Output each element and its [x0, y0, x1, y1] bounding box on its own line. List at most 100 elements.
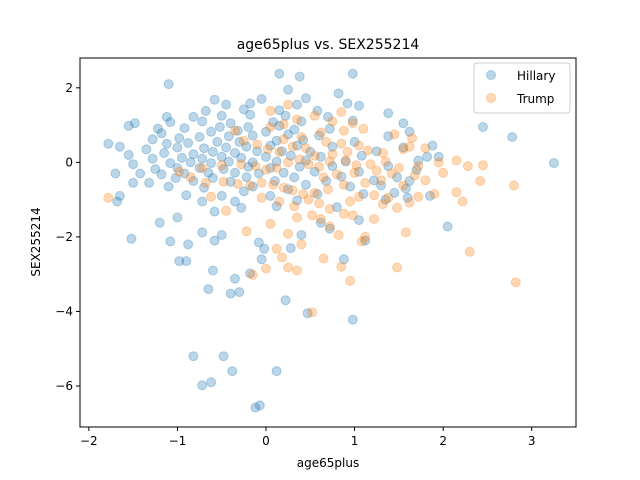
data-point-trump	[307, 210, 318, 221]
data-point-hillary	[400, 183, 411, 194]
data-point-trump	[268, 179, 279, 190]
data-point-hillary	[170, 173, 181, 183]
data-point-trump	[420, 175, 431, 186]
data-point-hillary	[236, 152, 247, 163]
data-point-hillary	[203, 284, 214, 295]
data-point-trump	[241, 226, 252, 237]
data-point-hillary	[404, 126, 415, 137]
data-point-hillary	[218, 351, 229, 362]
data-point-hillary	[216, 151, 227, 162]
x-tick-label: −1	[169, 434, 187, 448]
data-point-trump	[420, 143, 431, 154]
data-point-hillary	[413, 155, 424, 166]
data-point-trump	[377, 199, 388, 210]
data-point-hillary	[135, 168, 146, 179]
data-point-hillary	[327, 141, 338, 152]
data-point-hillary	[331, 202, 342, 213]
data-point-trump	[327, 149, 338, 160]
data-point-hillary	[197, 116, 208, 127]
data-point-trump	[256, 192, 267, 203]
data-point-hillary	[292, 99, 302, 110]
data-point-trump	[347, 118, 358, 129]
data-point-hillary	[442, 221, 453, 232]
data-point-trump	[336, 261, 347, 272]
data-point-trump	[271, 243, 282, 254]
data-point-trump	[296, 239, 307, 250]
data-point-trump	[232, 179, 243, 189]
data-point-trump	[338, 179, 349, 190]
data-point-trump	[342, 146, 353, 157]
data-point-hillary	[294, 161, 305, 172]
data-point-hillary	[312, 105, 323, 116]
data-point-trump	[380, 156, 391, 167]
axes: −2 −1 0 1 2 3 2 0 −2 −4 −6	[55, 81, 535, 448]
data-point-hillary	[243, 122, 254, 132]
data-point-hillary	[188, 176, 199, 186]
data-point-trump	[377, 148, 388, 158]
data-point-trump	[336, 138, 347, 149]
data-point-trump	[230, 125, 240, 136]
data-point-hillary	[197, 196, 208, 207]
data-point-hillary	[302, 308, 313, 319]
data-point-hillary	[129, 118, 140, 129]
data-point-hillary	[147, 153, 158, 164]
legend-label-trump: Trump	[516, 92, 554, 106]
data-point-hillary	[234, 287, 245, 298]
data-point-trump	[265, 218, 276, 229]
data-point-hillary	[163, 79, 174, 90]
data-point-hillary	[247, 130, 258, 141]
data-point-hillary	[360, 235, 371, 246]
data-point-trump	[407, 133, 418, 144]
data-point-trump	[369, 190, 380, 201]
data-point-hillary	[305, 146, 316, 157]
data-point-trump	[369, 214, 380, 224]
data-point-trump	[300, 143, 311, 154]
data-point-hillary	[165, 117, 176, 128]
data-point-hillary	[300, 155, 311, 166]
data-point-hillary	[347, 314, 358, 325]
data-point-hillary	[197, 227, 208, 238]
data-point-trump	[327, 116, 338, 127]
data-point-hillary	[356, 150, 367, 161]
data-point-trump	[338, 208, 349, 219]
data-point-trump	[103, 192, 114, 203]
data-point-hillary	[225, 288, 236, 299]
data-point-hillary	[315, 151, 326, 162]
data-point-hillary	[289, 172, 300, 183]
data-point-hillary	[300, 179, 311, 190]
data-point-hillary	[402, 192, 413, 203]
data-point-trump	[292, 212, 302, 223]
data-point-hillary	[340, 156, 351, 167]
data-point-hillary	[156, 169, 167, 180]
data-point-hillary	[103, 138, 114, 149]
data-point-trump	[236, 159, 247, 170]
data-point-trump	[292, 265, 302, 276]
data-point-trump	[261, 164, 271, 175]
data-point-hillary	[216, 230, 227, 240]
data-point-hillary	[283, 84, 294, 95]
data-point-hillary	[199, 182, 209, 193]
data-point-hillary	[392, 172, 403, 183]
y-tick-label: −6	[55, 379, 73, 393]
data-point-hillary	[309, 166, 320, 177]
data-point-trump	[315, 214, 326, 224]
data-point-hillary	[253, 237, 264, 248]
data-point-trump	[278, 119, 289, 130]
data-point-hillary	[154, 217, 165, 228]
data-point-trump	[409, 170, 420, 181]
data-point-hillary	[174, 133, 185, 144]
data-point-trump	[404, 141, 415, 152]
data-point-hillary	[197, 380, 208, 391]
data-point-hillary	[507, 132, 518, 142]
data-point-hillary	[163, 181, 174, 192]
data-point-trump	[283, 99, 294, 110]
data-point-hillary	[371, 146, 382, 157]
data-point-hillary	[123, 149, 134, 160]
x-tick-label: 3	[528, 434, 536, 448]
data-point-hillary	[243, 161, 254, 172]
data-point-hillary	[274, 105, 285, 116]
data-point-hillary	[199, 143, 209, 154]
data-point-hillary	[298, 135, 309, 145]
data-point-hillary	[280, 110, 291, 121]
